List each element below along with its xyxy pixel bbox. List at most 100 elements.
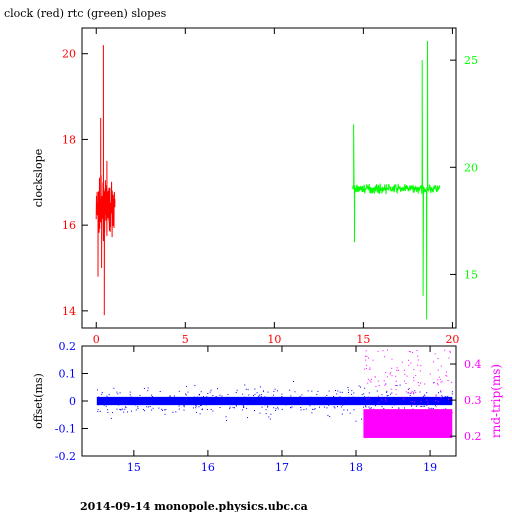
offset-point (433, 398, 435, 400)
x-tick-label: 16 (201, 461, 215, 474)
offset-point (166, 399, 168, 401)
offset-point (136, 401, 138, 403)
offset-point (261, 406, 263, 408)
offset-point (327, 415, 329, 417)
offset-point (194, 402, 196, 404)
rnd-trip-point (433, 382, 435, 383)
rnd-trip-point (437, 379, 439, 381)
rnd-trip-point (385, 398, 387, 400)
offset-point (267, 391, 269, 393)
offset-point (260, 394, 262, 396)
offset-point (120, 409, 122, 411)
offset-point (221, 398, 223, 400)
rnd-trip-point (395, 389, 397, 391)
offset-point (394, 404, 396, 406)
rnd-trip-point (428, 407, 430, 409)
offset-point (278, 400, 280, 402)
offset-point (150, 398, 152, 400)
offset-point (301, 400, 303, 402)
rnd-trip-point (417, 382, 419, 383)
rnd-trip-point (437, 369, 439, 371)
rnd-trip-point (367, 382, 369, 384)
offset-point (260, 396, 262, 398)
offset-point (435, 403, 437, 405)
offset-point (132, 397, 134, 399)
y-tick-label: -0.1 (55, 423, 76, 436)
offset-point (311, 412, 313, 414)
rnd-trip-point (365, 359, 367, 361)
offset-point (439, 402, 440, 404)
offset-point (398, 402, 400, 404)
rnd-trip-point (390, 372, 392, 374)
offset-point (333, 406, 335, 408)
offset-point (119, 392, 121, 394)
offset-point (312, 398, 314, 400)
offset-point (299, 395, 301, 397)
rnd-trip-point (377, 417, 379, 419)
offset-point (178, 408, 180, 410)
rnd-trip-point (417, 364, 419, 366)
offset-point (227, 394, 229, 396)
offset-point (355, 401, 357, 403)
offset-point (372, 400, 374, 402)
offset-point (337, 390, 339, 392)
rnd-trip-point (415, 419, 417, 421)
offset-point (393, 404, 395, 406)
rnd-trip-point (366, 398, 368, 400)
offset-point (205, 399, 206, 401)
rnd-trip-point (395, 393, 397, 395)
rnd-trip-point (437, 384, 439, 386)
offset-point (236, 389, 238, 391)
rnd-trip-point (367, 378, 369, 380)
offset-point (420, 400, 422, 402)
offset-point (108, 394, 110, 396)
rnd-trip-point (414, 401, 416, 403)
rnd-trip-point (416, 409, 418, 411)
rnd-trip-point (389, 373, 391, 375)
y-tick-label: 16 (62, 219, 76, 232)
rnd-trip-point (435, 395, 437, 397)
offset-point (212, 410, 214, 412)
offset-point (342, 404, 344, 406)
rnd-trip-point (420, 365, 422, 367)
offset-point (193, 396, 195, 398)
offset-point (151, 394, 153, 396)
offset-point (242, 404, 244, 406)
offset-point (219, 402, 221, 404)
offset-point (106, 399, 108, 401)
rnd-trip-point (408, 388, 410, 390)
offset-point (130, 396, 132, 398)
rnd-trip-point (451, 412, 453, 413)
rnd-trip-point (451, 381, 453, 383)
bottom-left-axis: -0.2 -0.1 0 0.1 0.2 (55, 340, 88, 463)
rnd-trip-point (413, 380, 415, 382)
offset-point (275, 408, 277, 410)
rnd-trip-point (410, 362, 412, 364)
rnd-trip-point (391, 375, 393, 377)
y-tick-label: -0.2 (55, 450, 76, 463)
y2-tick-label: 25 (464, 54, 478, 67)
offset-point (124, 406, 126, 408)
offset-point (195, 405, 197, 407)
rnd-trip-point (443, 414, 445, 415)
offset-point (424, 405, 426, 407)
offset-point (364, 387, 366, 389)
rnd-trip-point (378, 385, 380, 387)
offset-point (316, 394, 318, 396)
offset-point (200, 391, 202, 393)
offset-point (271, 396, 273, 398)
offset-point (281, 408, 283, 410)
offset-point (185, 402, 187, 404)
rnd-trip-point (384, 356, 386, 358)
offset-point (438, 392, 439, 394)
offset-point (110, 417, 112, 419)
offset-point (153, 399, 155, 401)
rnd-trip-point (415, 375, 417, 377)
offset-point (417, 398, 419, 400)
offset-point (451, 398, 453, 400)
rnd-trip-point (395, 375, 397, 377)
offset-point (160, 402, 162, 404)
top-bottom-axis: 0 5 10 15 20 (93, 28, 459, 346)
offset-point (151, 409, 153, 411)
offset-point (440, 401, 442, 403)
